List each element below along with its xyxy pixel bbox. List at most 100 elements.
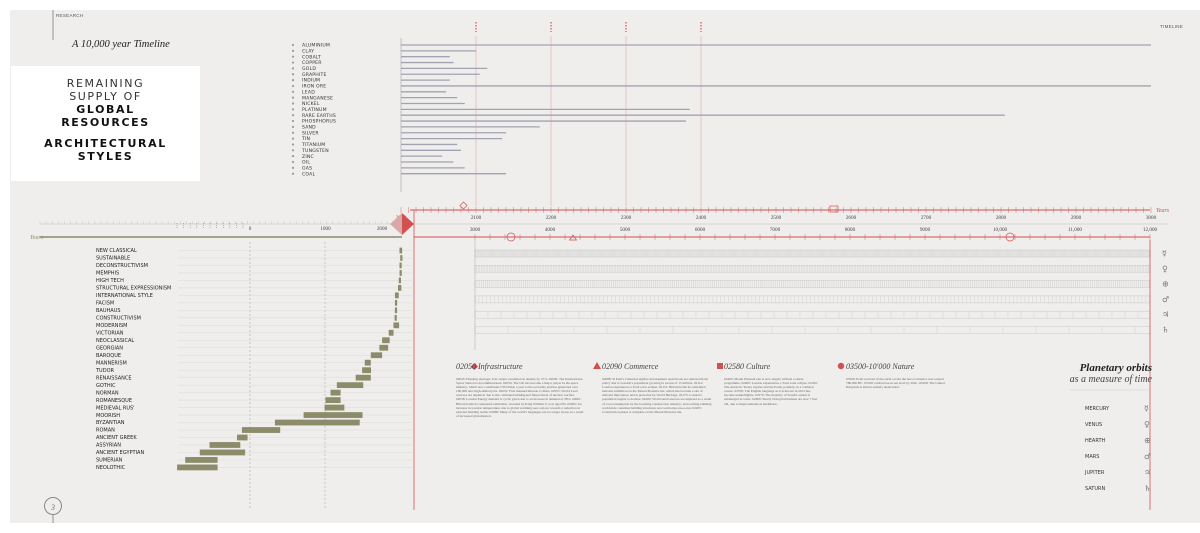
title-line-styles: STYLES xyxy=(77,150,134,163)
resource-bullet xyxy=(291,143,295,146)
timeline-poster: ALUMINIUM CLAY COBALT COPPER GOLD GRAPHITE IND… xyxy=(10,10,1200,523)
resource-label: GOLD xyxy=(302,66,316,72)
resource-bullet xyxy=(291,61,295,64)
style-label: RENAISSANCE xyxy=(96,375,132,381)
resource-label: SILVER xyxy=(302,130,319,136)
title-line-supply: SUPPLY OF xyxy=(69,90,142,103)
style-bar xyxy=(237,434,248,441)
orbit-row xyxy=(474,280,1151,288)
style-label: HIGH TECH xyxy=(96,278,124,284)
style-bar xyxy=(364,359,371,366)
style-bar xyxy=(399,262,402,269)
resource-bullet xyxy=(291,114,295,117)
style-bar xyxy=(209,442,241,448)
style-label: SUMERIAN xyxy=(96,458,123,464)
style-label: MOORISH xyxy=(96,413,120,419)
style-bar xyxy=(399,247,403,254)
style-bar xyxy=(303,412,363,418)
section-text: 02400: Mount Pleasant site is now largel… xyxy=(724,377,818,406)
planet-symbol-right: ♄ xyxy=(1162,326,1169,335)
culture-axis-marker xyxy=(829,205,839,213)
style-label: VICTORIAN xyxy=(96,330,124,336)
resource-bullet xyxy=(291,55,295,58)
resource-label: NICKEL xyxy=(302,101,320,107)
style-label: MEDIEVAL RUS' xyxy=(96,405,135,411)
orbit-row xyxy=(474,310,1151,319)
top-tick-label: 2400 xyxy=(696,215,707,221)
style-label: STRUCTURAL EXPRESSIONISM xyxy=(96,286,171,292)
left-tick-label: 0 xyxy=(249,226,252,232)
bottom-tick-label: 4000 xyxy=(545,227,556,233)
resource-bullet xyxy=(291,172,295,175)
title-line-remaining: REMAINING xyxy=(66,77,145,90)
resource-label: LEAD xyxy=(302,89,315,95)
title-line-architectural: ARCHITECTURAL xyxy=(44,137,167,150)
nature-marker xyxy=(837,362,845,370)
style-label: BAROQUE xyxy=(96,353,121,359)
style-label: MODERNISM xyxy=(96,323,127,329)
title-block: REMAINING SUPPLY OF GLOBAL RESOURCES ARC… xyxy=(11,66,200,181)
resource-bullet xyxy=(291,131,295,134)
resource-bullet xyxy=(291,166,295,169)
resource-bullet xyxy=(291,49,295,52)
planet-symbol: ♄ xyxy=(1144,484,1151,493)
infrastructure-axis-marker xyxy=(459,201,468,210)
bottom-tick-label: 7000 xyxy=(770,227,781,233)
resource-label: GRAPHITE xyxy=(302,72,327,78)
resource-label: TIN xyxy=(301,136,310,142)
culture-marker xyxy=(717,363,723,369)
resource-label: TUNGSTEN xyxy=(301,148,329,154)
commerce-marker xyxy=(593,362,601,369)
planet-symbol-right: ♂ xyxy=(1162,295,1169,304)
planet-label: JUPITER xyxy=(1084,470,1105,476)
planetary-title-line1: Planetary orbits xyxy=(1079,362,1152,374)
section-text: 03500: Polar reversal of the earth occur… xyxy=(846,377,945,390)
resource-label: CLAY xyxy=(302,48,314,54)
resource-label: PHOSPHORUS xyxy=(302,119,336,125)
top-tick-label: 2900 xyxy=(1071,215,1082,221)
bottom-tick-label: 5000 xyxy=(620,227,631,233)
resource-label: ZINC xyxy=(302,154,314,160)
resource-bullet xyxy=(291,149,295,152)
bottom-tick-label: 3000 xyxy=(470,227,481,233)
style-bar xyxy=(398,277,401,284)
top-tick-label: 2500 xyxy=(771,215,782,221)
planet-label: VENUS xyxy=(1085,422,1102,428)
style-label: NEOCLASSICAL xyxy=(96,338,134,344)
resource-label: PLATINUM xyxy=(302,107,327,113)
timeline-chart: ALUMINIUMCLAYCOBALTCOPPERGOLDGRAPHITEIND… xyxy=(30,10,1170,523)
style-bar xyxy=(394,307,398,314)
section-title: 02580 Culture xyxy=(724,362,771,371)
style-label: ROMANESQUE xyxy=(96,398,132,404)
page-number: 3 xyxy=(44,497,62,515)
infrastructure-marker xyxy=(470,362,479,371)
commerce-axis-marker xyxy=(568,234,578,241)
style-label: ROMAN xyxy=(96,428,115,434)
planet-symbol-right: ♀ xyxy=(1162,264,1168,273)
bottom-tick-label: 11,000 xyxy=(1068,227,1082,233)
style-label: MANNERISM xyxy=(96,360,127,366)
nature-axis-marker xyxy=(506,232,516,242)
section-text: 02088: St Paul's Cathedral skyline devel… xyxy=(602,377,712,414)
bottom-tick-label: 6000 xyxy=(695,227,706,233)
resource-label: IRON ORE xyxy=(302,84,326,90)
resource-label: INDIUM xyxy=(302,78,320,84)
left-tick-label: 2000 xyxy=(377,226,388,232)
style-label: NORMAN xyxy=(96,390,119,396)
style-bar xyxy=(400,255,403,261)
style-bar xyxy=(362,367,372,374)
style-bar xyxy=(355,374,371,381)
style-bar xyxy=(274,419,360,426)
planet-symbol-right: ☿ xyxy=(1162,249,1167,258)
style-label: NEOLOTHIC xyxy=(96,465,126,471)
planet-label: SATURN xyxy=(1085,486,1105,492)
title-line-global: GLOBAL xyxy=(76,103,135,116)
resource-label: SAND xyxy=(302,125,316,131)
bottom-tick-label: 9000 xyxy=(920,227,931,233)
planet-label: MARS xyxy=(1085,454,1099,460)
planet-symbol: ♂ xyxy=(1144,452,1151,461)
nature-axis-marker-10000 xyxy=(1005,232,1015,242)
style-label: GOTHIC xyxy=(96,383,116,389)
style-bar xyxy=(241,427,281,433)
planet-symbol-right: ⊕ xyxy=(1162,280,1169,289)
